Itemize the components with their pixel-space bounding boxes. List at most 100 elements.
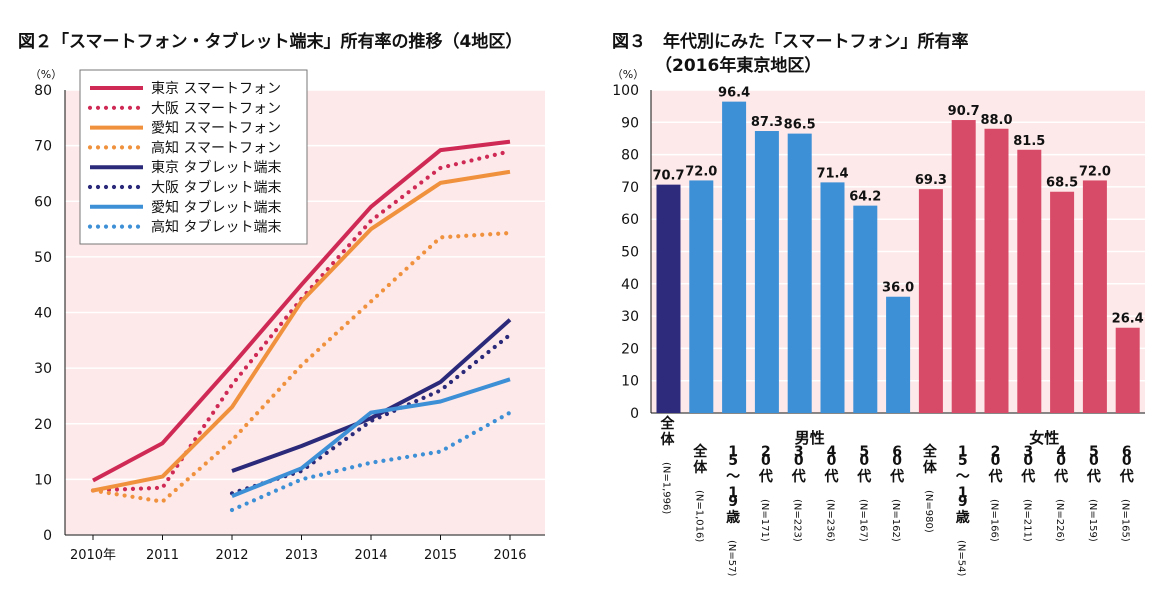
bar-value-label-15: 26.4 xyxy=(1112,312,1144,327)
line-chart-y-tick: 70 xyxy=(34,139,52,155)
bar-value-label-14: 72.0 xyxy=(1079,164,1111,179)
bar-8 xyxy=(886,296,911,413)
category-n-5: (N=223) xyxy=(792,499,803,542)
bar-value-label-7: 64.2 xyxy=(849,190,881,205)
category-n-1: (N=1,996) xyxy=(661,462,672,514)
category-label-2: 全体 (N=1,016) xyxy=(692,443,708,542)
category-text-1: 全体 xyxy=(660,415,676,448)
legend-box xyxy=(79,69,308,245)
bar-value-label-5: 86.5 xyxy=(784,118,816,133)
category-text-9: 全体 xyxy=(922,443,938,476)
line-chart-series-group xyxy=(90,139,513,513)
bar-chart-y-tick: 40 xyxy=(621,277,639,293)
bar-chart-bars xyxy=(656,101,1140,414)
legend-label-1: 東京 スマートフォン xyxy=(151,81,281,97)
line-chart-x-tick: 2010年 xyxy=(70,548,116,563)
category-n-7: (N=167) xyxy=(857,499,868,542)
line-chart-title: 図２「スマートフォン・タブレット端末」所有率の推移（4地区） xyxy=(18,31,522,52)
legend-label-2: 大阪 スマートフォン xyxy=(151,101,281,117)
line-chart-y-unit: （%） xyxy=(30,68,62,81)
line-chart-x-tick: 2015 xyxy=(424,548,457,563)
bar-14 xyxy=(1082,180,1107,413)
bar-6 xyxy=(820,182,845,413)
line-chart-panel: 図２「スマートフォン・タブレット端末」所有率の推移（4地区） （%） 0 10 20… xyxy=(18,31,545,563)
bar-value-label-8: 36.0 xyxy=(882,281,914,296)
bar-3 xyxy=(722,101,747,414)
category-label-3: 1 5 〜 1 9 歳 (N=57) xyxy=(726,444,740,576)
line-chart-y-tick: 20 xyxy=(34,417,52,433)
category-n-11: (N=166) xyxy=(989,499,1000,542)
bar-11 xyxy=(984,128,1009,413)
bar-chart-y-tick: 90 xyxy=(621,115,639,131)
category-n-4: (N=171) xyxy=(759,499,770,542)
category-n-15: (N=165) xyxy=(1120,499,1131,542)
category-label-10: 1 5 〜 1 9 歳 (N=54) xyxy=(956,444,970,576)
series-line-3 xyxy=(92,169,511,493)
category-label-8: 6 0 代 (N=162) xyxy=(889,444,904,542)
bar-chart-title: 図３ 年代別にみた「スマートフォン」所有率 xyxy=(612,31,969,52)
bar-5 xyxy=(787,133,812,414)
group-label-1: 男性 xyxy=(795,429,825,447)
line-chart-x-tick: 2014 xyxy=(354,548,387,563)
bar-value-label-12: 81.5 xyxy=(1013,134,1045,149)
bar-chart-y-tick: 100 xyxy=(612,83,639,99)
bar-value-label-11: 88.0 xyxy=(980,113,1012,128)
bar-7 xyxy=(853,205,878,413)
legend-label-7: 愛知 タブレット端末 xyxy=(151,199,281,216)
line-chart-x-tick: 2011 xyxy=(146,548,179,563)
bar-chart-y-tick-labels: 0 10 20 30 40 50 60 70 80 90 100 xyxy=(612,83,639,422)
category-n-13: (N=226) xyxy=(1054,499,1065,542)
line-chart-y-tick: 40 xyxy=(34,306,52,322)
bar-value-label-2: 72.0 xyxy=(685,164,717,179)
bar-10 xyxy=(951,120,976,413)
category-n-9: (N=980) xyxy=(923,490,934,533)
category-n-2: (N=1,016) xyxy=(693,490,704,542)
bar-chart-y-unit: （%） xyxy=(612,68,644,81)
series-line-4 xyxy=(90,230,513,504)
line-chart-x-tick: 2016 xyxy=(493,548,526,563)
category-label-9: 全体 (N=980) xyxy=(922,443,938,533)
bar-value-label-9: 69.3 xyxy=(915,173,947,188)
legend-label-4: 高知 スマートフォン xyxy=(151,139,281,156)
bar-value-label-3: 96.4 xyxy=(718,86,750,101)
line-chart-y-tick: 80 xyxy=(34,83,52,99)
line-chart-y-tick-labels: 0 10 20 30 40 50 60 70 80 xyxy=(34,83,52,544)
category-label-4: 2 0 代 (N=171) xyxy=(758,444,773,542)
series-line-5 xyxy=(231,318,512,473)
category-n-10: (N=54) xyxy=(956,540,967,576)
category-label-12: 3 0 代 (N=211) xyxy=(1020,444,1035,542)
bar-2 xyxy=(689,180,714,413)
bar-12 xyxy=(1017,149,1042,413)
bar-chart-y-tick: 50 xyxy=(621,245,639,261)
bar-chart-y-tick: 30 xyxy=(621,309,639,325)
line-chart-y-tick: 60 xyxy=(34,194,52,210)
category-label-15: 6 0 代 (N=165) xyxy=(1119,444,1134,542)
group-label-2: 女性 xyxy=(1029,429,1059,447)
line-chart-x-tick-labels: 2010年 2011 2012 2013 2014 2015 2016 xyxy=(70,535,527,563)
line-chart-y-tick: 50 xyxy=(34,250,52,266)
bar-1 xyxy=(656,184,681,413)
category-text-3: 1 5 〜 1 9 歳 xyxy=(726,444,740,526)
category-text-10: 1 5 〜 1 9 歳 xyxy=(956,444,970,526)
line-chart-x-tick: 2013 xyxy=(285,548,318,563)
legend-label-8: 高知 タブレット端末 xyxy=(151,219,281,236)
line-chart-y-tick: 30 xyxy=(34,361,52,377)
category-label-1: 全体 (N=1,996) xyxy=(660,415,676,514)
bar-chart-value-labels: 70.7 72.096.487.3 86.571.464.236.069.390.7… xyxy=(652,86,1143,327)
bar-chart-group-labels: 男性 女性 xyxy=(795,429,1060,447)
legend-label-6: 大阪 タブレット端末 xyxy=(151,179,281,196)
category-n-3: (N=57) xyxy=(726,540,737,576)
category-label-13: 4 0 代 (N=226) xyxy=(1053,444,1068,542)
category-n-12: (N=211) xyxy=(1021,499,1032,542)
category-text-2: 全体 xyxy=(692,443,708,476)
bar-chart-y-tick: 20 xyxy=(621,341,639,357)
bar-9 xyxy=(918,189,943,413)
